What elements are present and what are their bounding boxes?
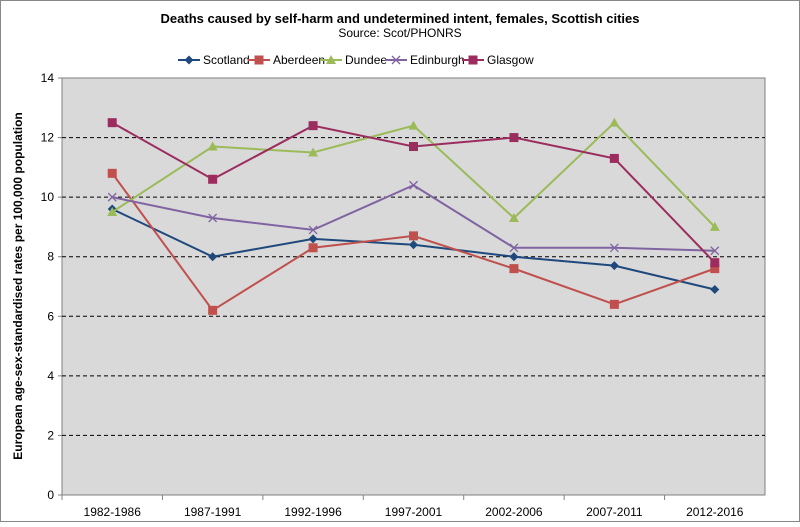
x-tick-label: 1997-2001 [385, 505, 443, 519]
legend-item-dundee: Dundee [320, 53, 387, 67]
data-point [208, 213, 218, 223]
data-point [710, 258, 720, 268]
data-point [207, 141, 218, 151]
legend-label: Edinburgh [410, 53, 465, 67]
data-point [107, 168, 117, 178]
data-point [409, 142, 418, 152]
data-point [609, 299, 619, 309]
data-point [509, 133, 519, 143]
data-point [409, 180, 418, 190]
x-tick-label: 1982-1986 [84, 505, 142, 519]
legend: Scotland Aberdeen Dundee Edinburgh Glasgow [178, 53, 534, 67]
x-tick-label: 2002-2006 [485, 505, 543, 519]
y-tick-label: 14 [41, 71, 55, 85]
data-point [308, 147, 319, 157]
x-tick-label: 1992-1996 [284, 505, 342, 519]
data-point [208, 305, 218, 315]
data-point [609, 243, 619, 253]
legend-marker [391, 55, 401, 65]
legend-label: Scotland [203, 53, 250, 67]
chart-title: Deaths caused by self-harm and undetermi… [161, 11, 640, 26]
data-point [107, 192, 117, 202]
legend-item-scotland: Scotland [178, 53, 250, 67]
legend-label: Aberdeen [273, 53, 325, 67]
legend-label: Glasgow [487, 53, 534, 67]
data-point [107, 207, 118, 217]
series-glasgow [107, 118, 720, 268]
data-point [509, 243, 519, 253]
y-tick-label: 2 [47, 428, 54, 442]
legend-marker [254, 55, 264, 65]
x-tick-label: 2012-2016 [686, 505, 744, 519]
y-axis-label: European age-sex-standardised rates per … [11, 112, 25, 459]
plot-area [61, 77, 766, 496]
data-point [409, 231, 418, 241]
chart-subtitle: Source: Scot/PHONRS [338, 26, 461, 40]
y-tick-label: 12 [41, 131, 55, 145]
data-point [609, 153, 619, 163]
series-dundee [107, 117, 720, 231]
series-edinburgh [107, 180, 720, 256]
y-tick-label: 0 [47, 488, 54, 502]
x-tick-label: 2007-2011 [586, 505, 643, 519]
data-point [509, 252, 519, 262]
legend-item-glasgow: Glasgow [462, 53, 534, 67]
legend-marker [184, 55, 194, 65]
legend-label: Dundee [345, 53, 387, 67]
data-point [710, 246, 720, 256]
data-point [509, 264, 519, 274]
y-tick-label: 6 [47, 309, 54, 323]
data-point [208, 252, 218, 262]
y-tick-label: 10 [41, 190, 55, 204]
data-point [308, 121, 318, 131]
data-point [409, 240, 418, 250]
series-group [107, 117, 720, 315]
y-axis-ticks: 0 2 4 6 8 10 12 14 [41, 71, 62, 502]
legend-marker [326, 55, 336, 64]
data-point [609, 117, 620, 127]
y-tick-label: 8 [47, 250, 54, 264]
data-point [107, 118, 117, 128]
data-point [308, 243, 318, 253]
data-point [709, 221, 720, 231]
legend-item-edinburgh: Edinburgh [385, 53, 465, 67]
gridlines [62, 137, 765, 436]
data-point [408, 120, 419, 130]
data-point [308, 225, 318, 235]
x-axis-ticks: 1982-1986 1987-1991 1992-1996 1997-2001 2002… [61, 495, 744, 519]
data-point [609, 261, 619, 271]
x-tick-label: 1987-1991 [184, 505, 242, 519]
data-point [508, 212, 519, 222]
legend-marker [468, 55, 478, 65]
series-aberdeen [107, 168, 720, 315]
data-point [710, 284, 720, 294]
data-point [710, 264, 720, 274]
y-tick-label: 4 [47, 369, 54, 383]
data-point [208, 174, 218, 184]
data-point [308, 234, 318, 244]
legend-item-aberdeen: Aberdeen [248, 53, 325, 67]
